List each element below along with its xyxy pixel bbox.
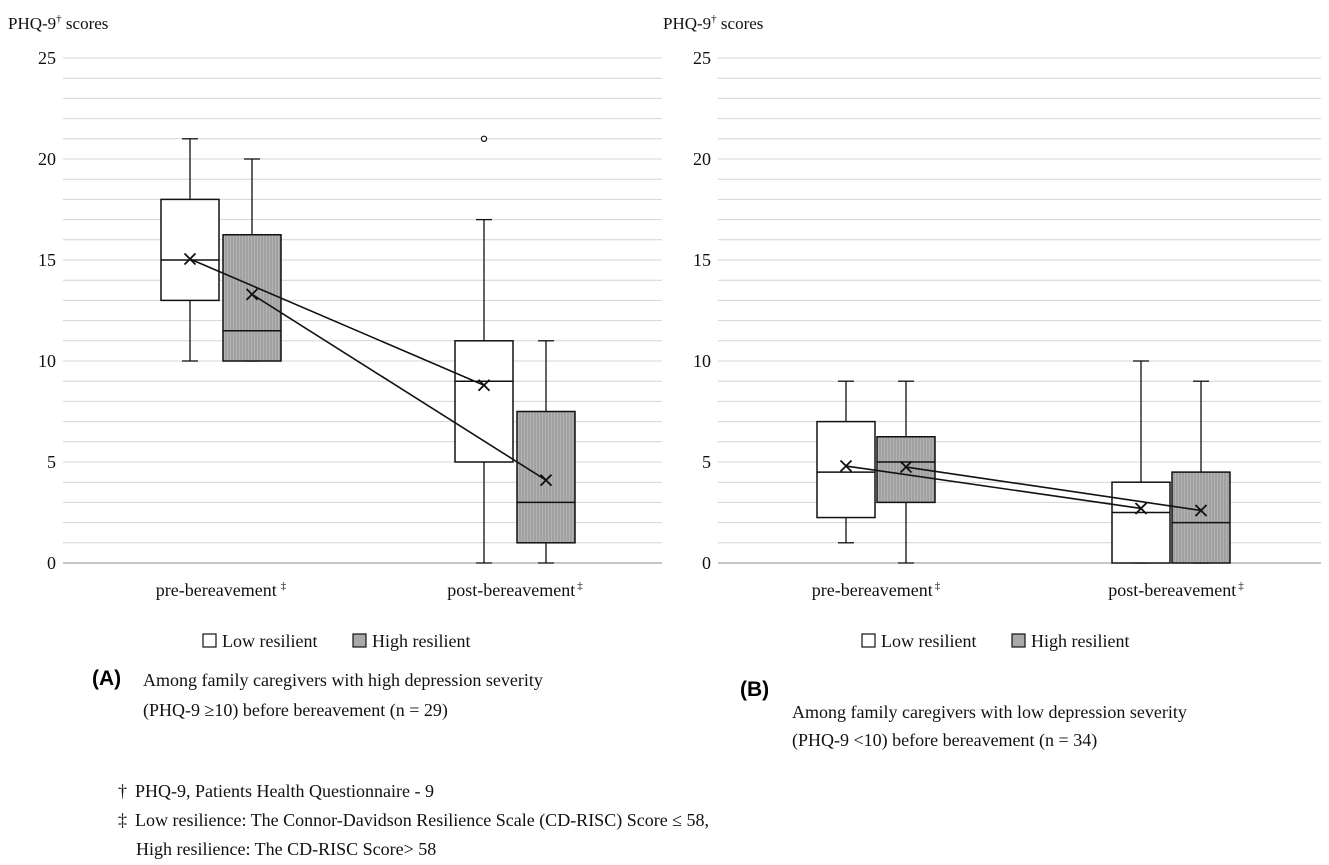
panel-a-category-pre: pre-bereavement ‡ [156, 580, 287, 600]
mean-marker [245, 288, 259, 301]
panel-a-caption-line2: (PHQ-9 ≥10) before bereavement (n = 29) [143, 700, 448, 721]
footnote-dagger: † PHQ-9, Patients Health Questionnaire - … [118, 781, 434, 801]
y-tick-label: 15 [693, 250, 711, 270]
mean-marker [1134, 502, 1148, 515]
y-tick-label: 20 [693, 149, 711, 169]
legend-swatch-high [352, 633, 367, 648]
panel-b-ylabel: PHQ-9† scores [663, 13, 763, 33]
panel-a-category-post: post-bereavement ‡ [447, 580, 583, 600]
panel-b-legend: Low resilient High resilient [861, 631, 1129, 651]
panel-b-chart: PHQ-9† scores 0 5 10 15 20 25 pre-bereavement… [663, 13, 1321, 751]
y-tick-label: 0 [702, 553, 711, 573]
panel-b-category-pre: pre-bereavement ‡ [812, 580, 941, 600]
legend-swatch-low [202, 633, 217, 648]
footnote-ddagger-line1: ‡ Low resilience: The Connor-Davidson Res… [118, 810, 709, 831]
mean-trend-line [251, 293, 547, 481]
y-tick-label: 0 [47, 553, 56, 573]
box [1111, 481, 1171, 564]
panel-a-legend: Low resilient High resilient [202, 631, 470, 651]
y-tick-label: 20 [38, 149, 56, 169]
outlier-point [480, 135, 488, 142]
footnotes: † PHQ-9, Patients Health Questionnaire - … [118, 781, 709, 859]
panel-a-plot-area: 0 5 10 15 20 25 [38, 48, 662, 573]
mean-trend-line [845, 465, 1142, 510]
legend-label-low: Low resilient [881, 631, 976, 651]
y-tick-label: 10 [693, 351, 711, 371]
mean-trend-line [189, 258, 485, 386]
legend-swatch-low [861, 633, 876, 648]
legend-label-high: High resilient [372, 631, 470, 651]
legend-label-high: High resilient [1031, 631, 1129, 651]
panel-b-label: (B) [740, 678, 769, 701]
panel-a-ylabel: PHQ-9† scores [8, 13, 108, 33]
y-tick-label: 15 [38, 250, 56, 270]
mean-marker [899, 460, 913, 474]
y-tick-label: 25 [38, 48, 56, 68]
mean-marker [183, 252, 197, 266]
y-tick-label: 10 [38, 351, 56, 371]
mean-marker [539, 474, 553, 487]
footnote-ddagger-line2: High resilience: The CD-RISC Score> 58 [136, 839, 436, 859]
panel-a-label: (A) [92, 667, 121, 690]
y-tick-label: 5 [702, 452, 711, 472]
mean-marker [477, 379, 491, 392]
box [1171, 471, 1231, 564]
box [222, 234, 282, 362]
panel-b-caption-line2: (PHQ-9 <10) before bereavement (n = 34) [792, 730, 1097, 751]
panel-b-plot-area: 0 5 10 15 20 25 [693, 48, 1321, 573]
panel-b-category-post: post-bereavement ‡ [1108, 580, 1244, 600]
y-tick-label: 25 [693, 48, 711, 68]
panel-a-caption-line1: Among family caregivers with high depres… [143, 670, 543, 690]
mean-marker [1194, 504, 1208, 517]
box [516, 410, 576, 544]
mean-marker [839, 459, 853, 473]
box [454, 340, 514, 463]
panel-b-caption-line1: Among family caregivers with low depress… [792, 702, 1187, 722]
mean-trend-line [905, 466, 1202, 512]
y-tick-label: 5 [47, 452, 56, 472]
box [160, 198, 220, 302]
legend-swatch-high [1011, 633, 1026, 648]
legend-label-low: Low resilient [222, 631, 317, 651]
panel-a-chart: PHQ-9† scores 0 5 10 15 20 25 pre-bereavement… [8, 13, 662, 721]
